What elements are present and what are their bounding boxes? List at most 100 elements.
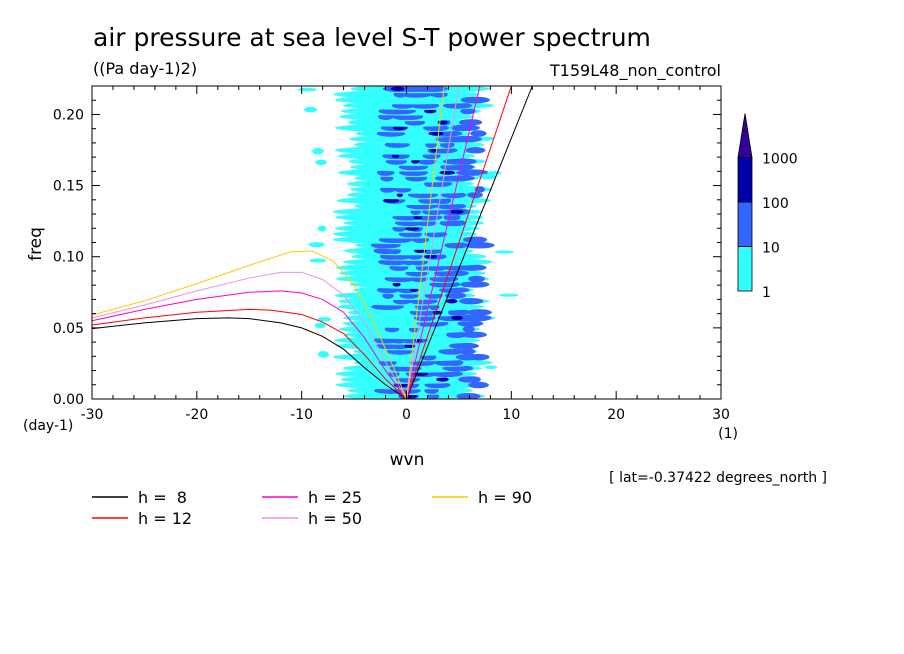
y-unit-label: (day-1) xyxy=(23,418,73,434)
contour-level-1 xyxy=(499,293,519,297)
contour-level-10 xyxy=(458,264,487,271)
contour-level-10 xyxy=(443,102,473,109)
x-tick-label: -30 xyxy=(81,407,104,423)
contour-level-10 xyxy=(442,158,477,165)
contour-level-10 xyxy=(459,331,487,338)
contour-level-10 xyxy=(439,286,470,294)
contour-level-10 xyxy=(438,197,452,204)
contour-level-100 xyxy=(445,299,458,304)
latitude-annotation: [ lat=-0.37422 degrees_north ] xyxy=(609,470,827,486)
contour-level-10 xyxy=(444,219,466,227)
rossby-curve-h12 xyxy=(92,308,407,399)
contour-level-100 xyxy=(430,148,438,153)
contour-level-10 xyxy=(459,348,476,355)
x-tick-label: 0 xyxy=(402,407,411,423)
curve-legend: h = 8 h = 12 h = 25 h = 50 h = 90 xyxy=(92,488,532,528)
x-unit-label: (1) xyxy=(718,426,738,442)
units-label: ((Pa day-1)2) xyxy=(93,59,197,78)
rossby-curve-h90 xyxy=(92,250,407,399)
x-tick-label: 10 xyxy=(502,407,520,423)
legend-label-h12: h = 12 xyxy=(138,509,192,528)
colorbar-level-label: 1000 xyxy=(762,152,798,168)
contour-level-10 xyxy=(448,309,460,316)
colorbar: 1 10 100 1000 xyxy=(737,113,798,301)
rossby-curve-h50 xyxy=(92,271,407,399)
colorbar-level-label: 10 xyxy=(762,241,780,257)
axis-ticks: -30 -20 -10 0 10 20 30 0.00 0.05 0.10 0.15 0.20 xyxy=(53,86,730,423)
contour-level-1 xyxy=(317,350,330,358)
contour-level-10 xyxy=(445,292,466,299)
contour-level-100 xyxy=(436,377,449,382)
colorbar-level-label: 1 xyxy=(762,285,771,301)
contour-level-100 xyxy=(404,226,420,231)
contour-level-100 xyxy=(410,287,419,293)
contour-level-1 xyxy=(484,365,498,370)
y-tick-label: 0.05 xyxy=(53,321,84,337)
colorbar-level-label: 100 xyxy=(762,196,789,212)
contour-level-10 xyxy=(455,353,480,361)
x-tick-label: -10 xyxy=(290,407,313,423)
contour-level-10 xyxy=(450,124,472,132)
contour-level-10 xyxy=(454,135,482,143)
contour-level-10 xyxy=(460,281,490,288)
contour-level-10 xyxy=(468,381,489,389)
contour-level-100 xyxy=(424,108,437,114)
x-tick-label: -20 xyxy=(185,407,208,423)
contour-level-100 xyxy=(413,248,427,254)
colorbar-extend-arrow xyxy=(737,113,753,158)
contour-level-10 xyxy=(462,325,475,333)
contour-level-10 xyxy=(466,309,492,316)
kelvin-line-h90 xyxy=(406,86,445,399)
contour-level-10 xyxy=(441,163,472,171)
rossby-curve-h25 xyxy=(92,290,407,399)
colorbar-segment xyxy=(737,246,753,292)
contour-level-1 xyxy=(297,87,317,92)
contour-level-10 xyxy=(448,342,480,350)
y-tick-label: 0.00 xyxy=(53,392,84,408)
contour-level-1 xyxy=(317,225,327,232)
legend-label-h90: h = 90 xyxy=(478,488,532,507)
contour-level-10 xyxy=(464,242,495,249)
kelvin-line-h25 xyxy=(406,86,481,399)
x-axis-label: wvn xyxy=(390,450,425,470)
contour-level-1 xyxy=(317,317,332,322)
experiment-label: T159L48_non_control xyxy=(549,61,721,81)
legend-label-h25: h = 25 xyxy=(308,488,362,507)
contour-level-10 xyxy=(460,107,476,115)
contour-level-100 xyxy=(383,198,399,203)
contour-level-10 xyxy=(456,392,481,399)
contour-level-1 xyxy=(304,106,318,113)
x-tick-label: 20 xyxy=(607,407,625,423)
legend-label-h50: h = 50 xyxy=(308,509,362,528)
y-tick-label: 0.10 xyxy=(53,250,84,266)
y-tick-label: 0.20 xyxy=(53,107,84,123)
contour-level-10 xyxy=(438,348,465,355)
contour-level-10 xyxy=(444,242,469,249)
legend-label-h8: h = 8 xyxy=(138,488,187,507)
contour-level-100 xyxy=(428,131,444,136)
dispersion-curves xyxy=(92,86,533,399)
contour-level-10 xyxy=(446,359,464,366)
contour-level-10 xyxy=(466,96,481,104)
contour-level-10 xyxy=(465,147,486,154)
y-tick-label: 0.15 xyxy=(53,179,84,195)
contour-level-10 xyxy=(458,119,483,126)
contour-level-10 xyxy=(462,236,488,243)
contour-level-10 xyxy=(470,130,487,137)
contour-level-1 xyxy=(312,147,324,155)
contour-level-100 xyxy=(390,86,405,91)
contour-level-10 xyxy=(458,297,484,305)
contour-level-10 xyxy=(457,320,484,327)
contour-level-100 xyxy=(392,282,401,287)
contour-level-1 xyxy=(485,136,495,140)
power-contours xyxy=(297,86,519,399)
kelvin-line-h50 xyxy=(406,86,460,399)
contour-level-10 xyxy=(446,331,465,338)
contour-level-1 xyxy=(487,170,502,175)
colorbar-segment xyxy=(737,201,753,247)
contour-level-100 xyxy=(451,315,463,321)
contour-level-100 xyxy=(413,215,423,220)
contour-level-100 xyxy=(391,153,400,159)
contour-level-100 xyxy=(411,159,420,164)
